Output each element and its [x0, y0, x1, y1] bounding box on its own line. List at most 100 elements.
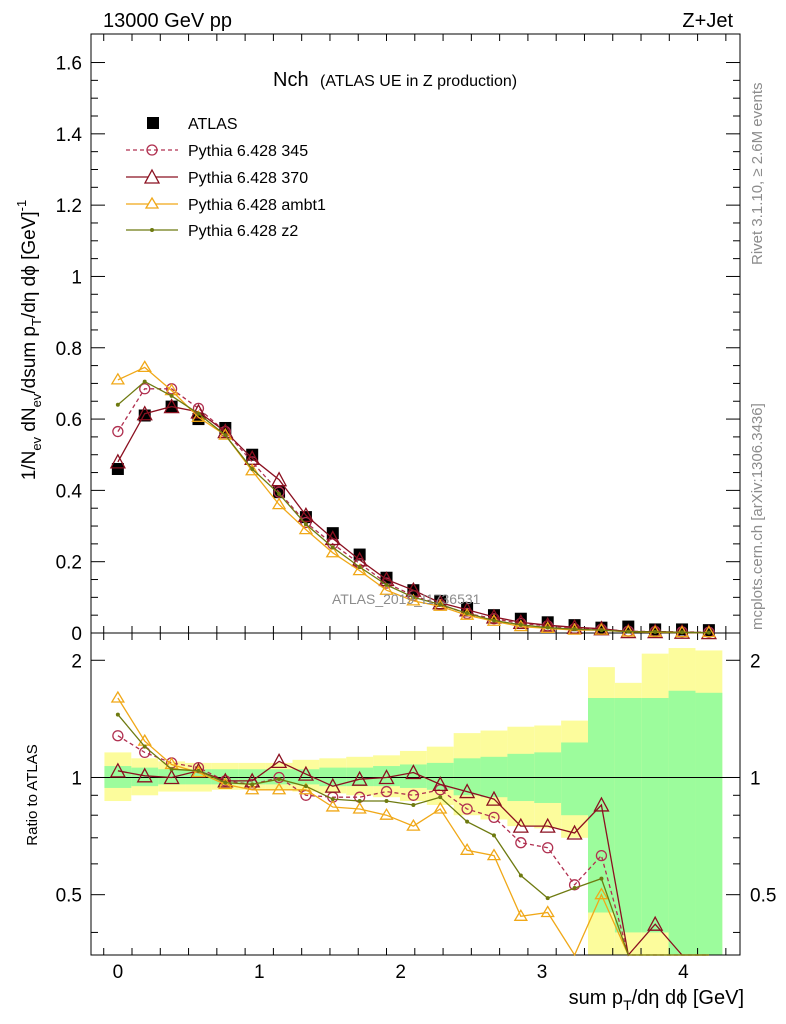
band-inner-bin — [158, 769, 186, 785]
ratio-point-pythia-6-428-z2 — [491, 833, 496, 838]
main-point-pythia-6-428-z2 — [518, 622, 523, 627]
watermark: ATLAS_2019_I1736531 — [332, 591, 481, 607]
band-inner-bin — [292, 769, 320, 785]
ratio-point-pythia-6-428-370 — [324, 777, 341, 793]
ratio-line-pythia-6-428-370 — [117, 760, 709, 957]
main-y-axis-title: 1/Nev dNev/dsum pT/dη dϕ [GeV]-1 — [14, 200, 44, 481]
band-inner-bin — [561, 742, 589, 816]
legend-label-ambt1: Pythia 6.428 ambt1 — [188, 197, 326, 214]
main-point-pythia-6-428-370 — [217, 423, 234, 439]
ratio-point-pythia-6-428-z2 — [115, 712, 120, 717]
ratio-point-pythia-6-428-z2 — [330, 797, 335, 802]
ratio-point-pythia-6-428-370 — [378, 769, 395, 785]
ratio-point-pythia-6-428-ambt1 — [406, 818, 421, 831]
ratio-point-pythia-6-428-ambt1 — [245, 782, 260, 795]
main-point-pythia-6-428-z2 — [223, 433, 228, 438]
band-inner-bin — [614, 698, 642, 933]
legend-label-z2: Pythia 6.428 z2 — [188, 223, 298, 240]
main-point-pythia-6-428-z2 — [303, 522, 308, 527]
legend-entry-atlas: ATLAS — [147, 116, 238, 133]
main-y-tick-label: 0.8 — [56, 339, 82, 360]
main-point-pythia-6-428-370 — [163, 398, 180, 414]
main-point-pythia-6-428-z2 — [115, 402, 120, 407]
ratio-point-pythia-6-428-370 — [405, 764, 422, 780]
main-point-pythia-6-428-ambt1 — [271, 497, 287, 510]
main-point-pythia-6-428-z2 — [357, 565, 362, 570]
legend-entry-ambt1: Pythia 6.428 ambt1 — [126, 196, 326, 214]
main-point-pythia-6-428-z2 — [384, 582, 389, 587]
main-point-pythia-6-428-z2 — [572, 627, 577, 632]
ratio-point-pythia-6-428-370 — [459, 783, 476, 799]
ratio-point-pythia-6-428-370 — [270, 752, 288, 769]
ratio-point-pythia-6-428-370 — [593, 796, 610, 812]
main-point-pythia-6-428-345 — [273, 486, 285, 498]
ratio-point-pythia-6-428-ambt1 — [379, 807, 394, 820]
legend-entry-370: Pythia 6.428 370 — [126, 168, 308, 187]
ratio-y-tick-label-right: 1 — [750, 768, 761, 789]
main-point-pythia-6-428-z2 — [465, 611, 470, 616]
ratio-point-pythia-6-428-345 — [112, 730, 124, 742]
main-point-pythia-6-428-ambt1 — [325, 545, 340, 558]
ratio-point-pythia-6-428-z2 — [196, 768, 201, 773]
ratio-point-pythia-6-428-370 — [244, 772, 261, 788]
main-point-pythia-6-428-z2 — [599, 628, 604, 633]
main-point-pythia-6-428-z2 — [169, 393, 174, 398]
ratio-point-pythia-6-428-345 — [407, 789, 420, 801]
ratio-bands — [104, 648, 723, 955]
main-point-pythia-6-428-370 — [109, 453, 126, 469]
main-point-pythia-6-428-345 — [139, 383, 151, 395]
ratio-point-pythia-6-428-z2 — [545, 896, 550, 901]
ratio-point-pythia-6-428-ambt1 — [298, 782, 314, 795]
main-point-pythia-6-428-370 — [539, 616, 556, 632]
ratio-point-pythia-6-428-ambt1 — [594, 887, 609, 900]
main-point-pythia-6-428-ambt1 — [406, 593, 421, 606]
main-point-pythia-6-428-ambt1 — [298, 522, 314, 535]
main-point-pythia-6-428-ambt1 — [245, 463, 260, 476]
main-point-pythia-6-428-ambt1 — [218, 427, 233, 440]
main-point-pythia-6-428-370 — [297, 506, 315, 522]
main-point-pythia-6-428-z2 — [411, 595, 416, 600]
ratio-point-pythia-6-428-ambt1 — [486, 848, 502, 861]
ratio-point-pythia-6-428-345 — [595, 849, 608, 862]
main-point-pythia-6-428-z2 — [277, 491, 282, 496]
ratio-point-pythia-6-428-370 — [351, 770, 368, 786]
ratio-point-pythia-6-428-z2 — [250, 782, 255, 787]
ratio-point-pythia-6-428-ambt1 — [433, 801, 448, 814]
main-point-pythia-6-428-370 — [485, 608, 503, 624]
ratio-point-pythia-6-428-z2 — [599, 876, 604, 881]
ratio-point-pythia-6-428-370 — [512, 817, 529, 833]
main-y-tick-label: 1.2 — [56, 196, 82, 217]
main-point-pythia-6-428-ambt1 — [137, 360, 152, 373]
ratio-point-pythia-6-428-ambt1 — [325, 799, 340, 812]
main-point-pythia-6-428-345 — [112, 425, 124, 438]
x-tick-label: 0 — [113, 962, 124, 983]
main-point-pythia-6-428-z2 — [330, 545, 335, 550]
ratio-point-pythia-6-428-ambt1 — [110, 690, 126, 703]
legend-marker-345 — [146, 144, 158, 156]
ratio-point-pythia-6-428-z2 — [169, 767, 174, 772]
main-point-pythia-6-428-z2 — [196, 411, 201, 416]
ratio-point-pythia-6-428-z2 — [357, 799, 362, 804]
ratio-point-pythia-6-428-370 — [647, 915, 664, 931]
ratio-point-pythia-6-428-370 — [297, 765, 315, 781]
main-point-atlas — [111, 462, 124, 475]
main-y-tick-label: 0 — [71, 624, 82, 645]
plot-title: Nch — [273, 69, 309, 91]
main-y-tick-label: 1 — [71, 267, 82, 288]
ratio-point-pythia-6-428-370 — [109, 762, 126, 778]
rivet-label: Rivet 3.1.10, ≥ 2.6M events — [749, 83, 766, 266]
ratio-y-tick-label-right: 0.5 — [750, 886, 776, 907]
ratio-point-pythia-6-428-345 — [542, 842, 554, 854]
ratio-point-pythia-6-428-345 — [515, 837, 527, 849]
main-y-tick-label: 0.2 — [56, 553, 82, 574]
ratio-point-pythia-6-428-345 — [461, 803, 473, 815]
legend-entry-z2: Pythia 6.428 z2 — [126, 223, 298, 240]
x-tick-label: 1 — [254, 962, 265, 983]
ratio-point-pythia-6-428-345 — [380, 785, 393, 798]
main-point-pythia-6-428-ambt1 — [701, 625, 717, 638]
main-point-pythia-6-428-370 — [324, 530, 341, 546]
x-tick-label: 3 — [537, 962, 548, 983]
main-point-pythia-6-428-z2 — [491, 618, 496, 623]
ratio-point-pythia-6-428-z2 — [572, 886, 577, 891]
data-marks — [109, 360, 717, 957]
